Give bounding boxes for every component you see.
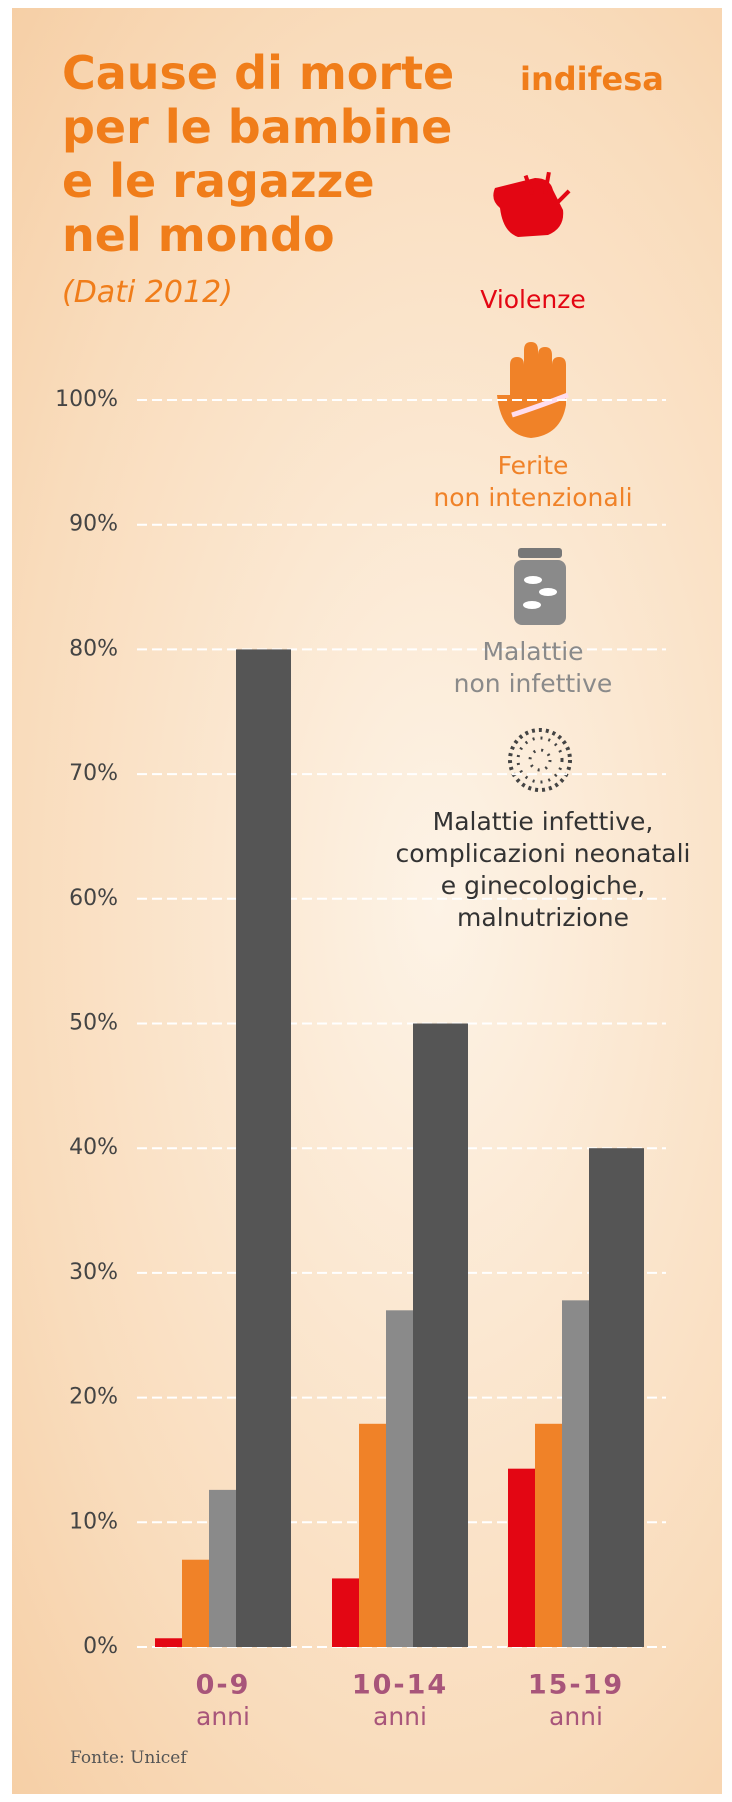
x-tick-unit: anni (196, 1702, 250, 1731)
chart-title: Cause di morte per le bambine e le ragaz… (62, 46, 455, 262)
logo: indifesa (520, 60, 664, 98)
y-tick-label: 90% (69, 512, 118, 537)
source: Fonte: Unicef (70, 1748, 187, 1768)
x-tick-label: 0-9 (196, 1670, 251, 1701)
y-tick-label: 40% (69, 1135, 118, 1160)
y-tick-label: 20% (69, 1385, 118, 1410)
hand-icon (497, 342, 569, 438)
y-tick-label: 70% (69, 761, 118, 786)
legend-entry: Ferite non intenzionali (433, 451, 633, 512)
bar (589, 1148, 644, 1647)
chart-subtitle: (Dati 2012) (62, 275, 233, 310)
x-tick-label: 10-14 (352, 1670, 448, 1701)
virus-icon (508, 728, 572, 792)
legend-entry: Malattie non infettive (453, 637, 613, 698)
bar (236, 649, 291, 1647)
fist-icon (493, 171, 571, 237)
y-tick-label: 100% (55, 387, 118, 412)
y-tick-label: 80% (69, 636, 118, 661)
bars (155, 649, 644, 1647)
legend-entry: Violenze (480, 285, 586, 314)
x-tick-label: 15-19 (528, 1670, 624, 1701)
legend-entry: Malattie infettive, complicazioni neonat… (395, 807, 691, 932)
y-tick-label: 30% (69, 1260, 118, 1285)
pill-icon (514, 548, 566, 625)
y-tick-label: 0% (83, 1634, 118, 1659)
y-tick-label: 60% (69, 886, 118, 911)
y-tick-label: 10% (69, 1509, 118, 1534)
y-tick-label: 50% (69, 1011, 118, 1036)
x-tick-unit: anni (549, 1702, 603, 1731)
bar (413, 1023, 468, 1647)
x-tick-unit: anni (373, 1702, 427, 1731)
